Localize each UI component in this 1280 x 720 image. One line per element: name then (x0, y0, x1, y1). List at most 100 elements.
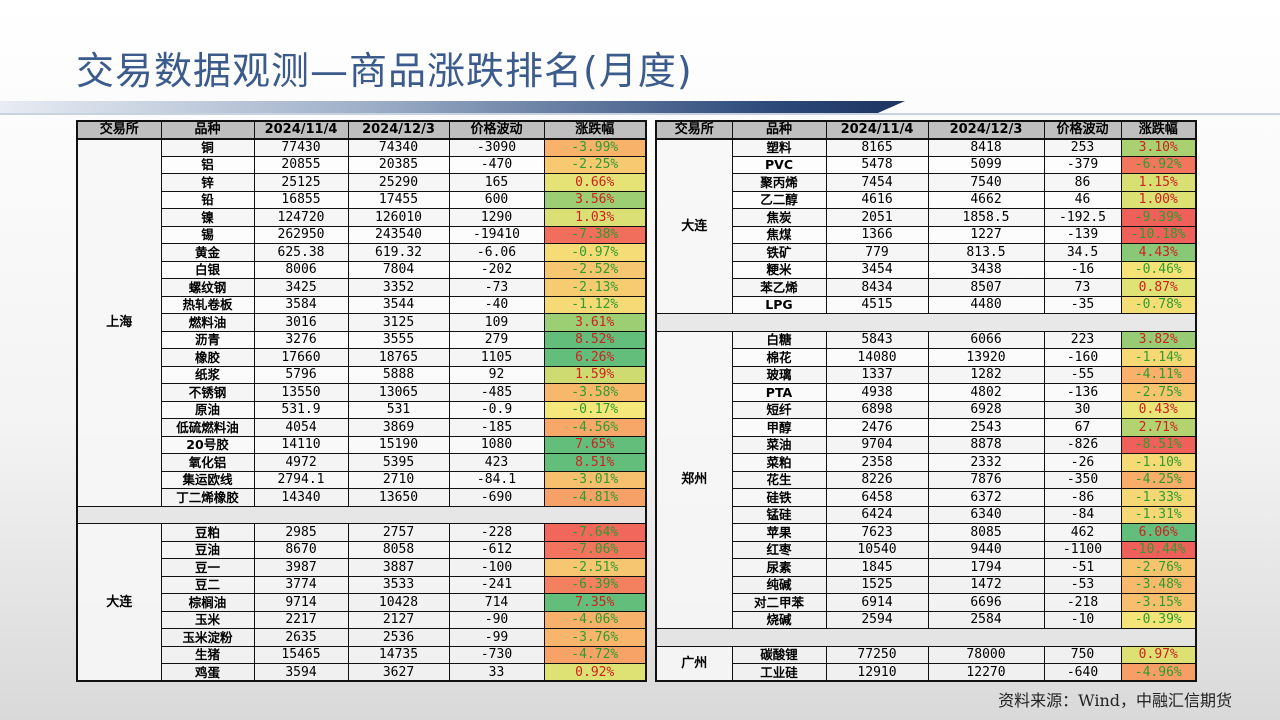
name-cell: 焦炭 (731, 208, 827, 227)
diff-cell: 86 (1043, 173, 1122, 192)
pct-cell: -2.25% (543, 155, 647, 174)
d1-cell: 6898 (825, 400, 929, 419)
column-header: 2024/11/4 (825, 120, 929, 139)
d1-cell: 6458 (825, 488, 929, 507)
name-cell: 花生 (731, 470, 827, 489)
column-header: 涨跌幅 (1120, 120, 1197, 139)
d1-cell: 625.38 (253, 243, 349, 262)
d2-cell: 25290 (347, 173, 450, 192)
left-ranking-table: 交易所 品种 2024/11/4 2024/12/3 价格波动 涨跌幅 上海铜 77430 74… (76, 120, 647, 682)
pct-cell: -2.52% (543, 260, 647, 279)
diff-cell: -485 (448, 383, 545, 402)
d1-cell: 8670 (253, 540, 349, 559)
table-row: 氧化铝 4972 5395 423 8.51% (77, 453, 647, 472)
table-row: 镍 124720 126010 1290 1.03% (77, 208, 647, 227)
table-row: 螺纹钢 3425 3352 -73 -2.13% (77, 278, 647, 297)
d2-cell: 8085 (927, 523, 1045, 542)
pct-cell: 1.15% (1120, 173, 1197, 192)
d2-cell: 13920 (927, 348, 1045, 367)
table-row: 沥青 3276 3555 279 8.52% (77, 330, 647, 349)
diff-cell: -160 (1043, 348, 1122, 367)
d2-cell: 2757 (347, 523, 450, 542)
name-cell: 热轧卷板 (160, 295, 255, 314)
pct-cell: 8.51% (543, 453, 647, 472)
diff-cell: 423 (448, 453, 545, 472)
d1-cell: 2051 (825, 208, 929, 227)
diff-cell: 34.5 (1043, 243, 1122, 262)
table-row: LPG 4515 4480 -35 -0.78% (656, 295, 1197, 314)
name-cell: 锌 (160, 173, 255, 192)
name-cell: 工业硅 (731, 663, 827, 682)
diff-cell: -612 (448, 540, 545, 559)
name-cell: 鸡蛋 (160, 663, 255, 682)
name-cell: 短纤 (731, 400, 827, 419)
d1-cell: 77430 (253, 138, 349, 157)
pct-cell: 1.59% (543, 365, 647, 384)
d2-cell: 13065 (347, 383, 450, 402)
d2-cell: 4480 (927, 295, 1045, 314)
column-header: 2024/11/4 (253, 120, 349, 139)
name-cell: 不锈钢 (160, 383, 255, 402)
pct-cell: -4.72% (543, 645, 647, 664)
d2-cell: 74340 (347, 138, 450, 157)
diff-cell: -470 (448, 155, 545, 174)
table-row: 菜粕 2358 2332 -26 -1.10% (656, 453, 1197, 472)
diff-cell: -84.1 (448, 470, 545, 489)
d1-cell: 1337 (825, 365, 929, 384)
pct-cell: 0.97% (1120, 645, 1197, 664)
name-cell: 对二甲苯 (731, 593, 827, 612)
name-cell: 螺纹钢 (160, 278, 255, 297)
d2-cell: 3869 (347, 418, 450, 437)
pct-cell: -4.56% (543, 418, 647, 437)
table-row: 铅 16855 17455 600 3.56% (77, 190, 647, 209)
d2-cell: 1282 (927, 365, 1045, 384)
d1-cell: 16855 (253, 190, 349, 209)
table-row: 锰硅 6424 6340 -84 -1.31% (656, 505, 1197, 524)
d2-cell: 4802 (927, 383, 1045, 402)
pct-cell: -3.01% (543, 470, 647, 489)
d2-cell: 3544 (347, 295, 450, 314)
pct-cell: -4.25% (1120, 470, 1197, 489)
diff-cell: -690 (448, 488, 545, 507)
name-cell: 玉米 (160, 610, 255, 629)
diff-cell: 253 (1043, 138, 1122, 157)
slide-title: 交易数据观测—商品涨跌排名(月度) (76, 49, 693, 93)
diff-cell: 1290 (448, 208, 545, 227)
name-cell: 焦煤 (731, 225, 827, 244)
table-row: 鸡蛋 3594 3627 33 0.92% (77, 663, 647, 682)
pct-cell: -3.76% (543, 628, 647, 647)
d1-cell: 3276 (253, 330, 349, 349)
d1-cell: 262950 (253, 225, 349, 244)
table-row: 花生 8226 7876 -350 -4.25% (656, 470, 1197, 489)
exchange-cell: 上海 (76, 138, 162, 507)
name-cell: 沥青 (160, 330, 255, 349)
name-cell: 菜粕 (731, 453, 827, 472)
pct-cell: 7.65% (543, 435, 647, 454)
column-header: 价格波动 (448, 120, 545, 139)
pct-cell: -7.06% (543, 540, 647, 559)
d1-cell: 7454 (825, 173, 929, 192)
d2-cell: 3887 (347, 558, 450, 577)
title-divider (0, 113, 1280, 115)
d2-cell: 6928 (927, 400, 1045, 419)
group-separator (76, 505, 647, 524)
pct-cell: -7.64% (543, 523, 647, 542)
right-ranking-table: 交易所 品种 2024/11/4 2024/12/3 价格波动 涨跌幅 大连 塑料 8165 84… (655, 120, 1197, 682)
d1-cell: 15465 (253, 645, 349, 664)
d2-cell: 3352 (347, 278, 450, 297)
table-row: 20号胶 14110 15190 1080 7.65% (77, 435, 647, 454)
d2-cell: 5099 (927, 155, 1045, 174)
diff-cell: -100 (448, 558, 545, 577)
table-row: 热轧卷板 3584 3544 -40 -1.12% (77, 295, 647, 314)
diff-cell: -26 (1043, 453, 1122, 472)
d2-cell: 813.5 (927, 243, 1045, 262)
name-cell: 塑料 (731, 138, 827, 157)
d2-cell: 13650 (347, 488, 450, 507)
diff-cell: -1100 (1043, 540, 1122, 559)
d1-cell: 4054 (253, 418, 349, 437)
d2-cell: 4662 (927, 190, 1045, 209)
table-row: 大连 塑料 8165 8418 253 3.10% (655, 138, 1197, 314)
d2-cell: 7876 (927, 470, 1045, 489)
d1-cell: 3774 (253, 575, 349, 594)
d1-cell: 3016 (253, 313, 349, 332)
